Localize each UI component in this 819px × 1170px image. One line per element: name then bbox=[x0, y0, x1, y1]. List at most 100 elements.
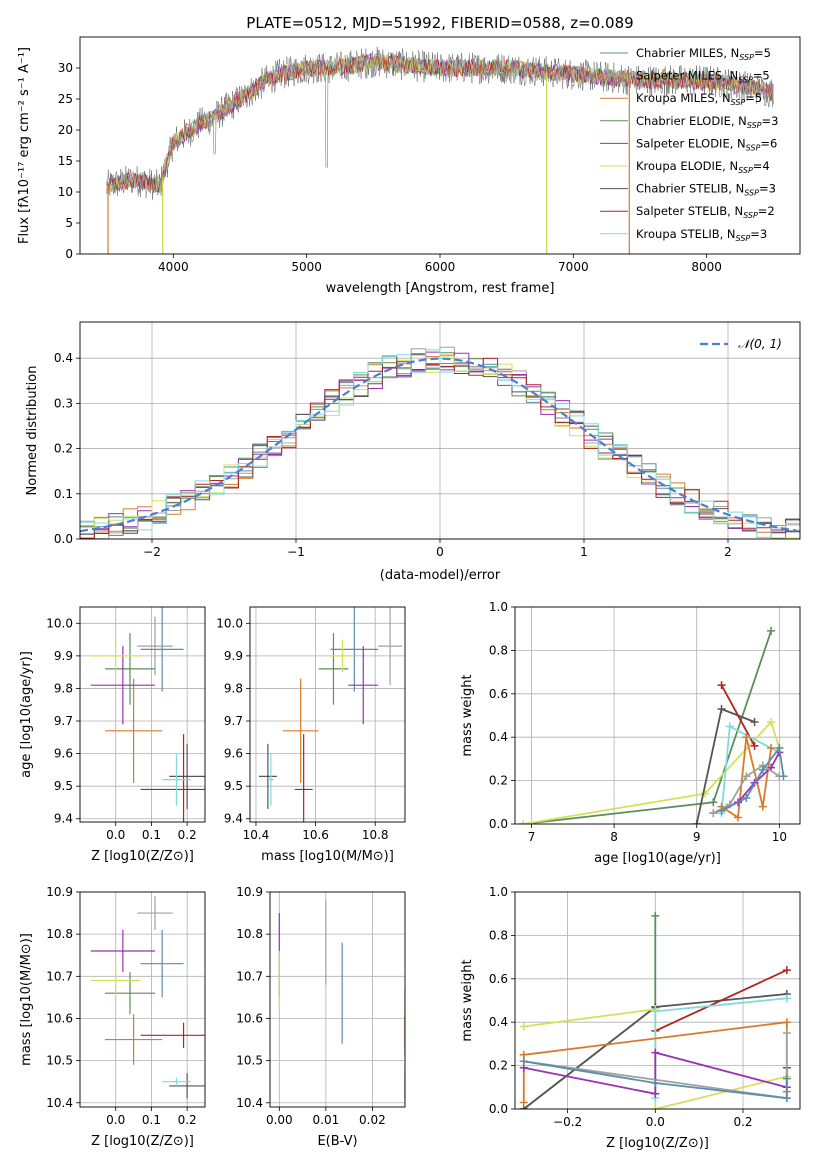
y-tick-label: 0.4 bbox=[489, 730, 508, 744]
data-point bbox=[105, 678, 163, 783]
y-tick-label: 1.0 bbox=[489, 600, 508, 614]
series-salpeter-elodie bbox=[519, 1048, 791, 1098]
x-tick-label: 0 bbox=[436, 545, 444, 559]
y-tick-label: 0 bbox=[65, 247, 73, 261]
y-tick-label: 9.8 bbox=[54, 681, 73, 695]
data-point bbox=[140, 734, 205, 822]
y-tick-label: 9.6 bbox=[224, 747, 243, 761]
y-tick-label: 0.0 bbox=[54, 532, 73, 546]
data-point bbox=[294, 734, 313, 822]
x-tick-label: 0.1 bbox=[142, 828, 161, 842]
legend-label-sub: SSP bbox=[739, 53, 754, 62]
x-tick-label: 0.00 bbox=[266, 1113, 293, 1127]
data-point bbox=[137, 616, 173, 676]
legend-label-name: Kroupa ELODIE, N bbox=[636, 159, 738, 173]
data-point bbox=[140, 1022, 205, 1048]
series-kroupa-stelib bbox=[651, 994, 791, 1103]
point-marker bbox=[779, 772, 788, 781]
point-marker bbox=[767, 718, 776, 727]
y-tick-label: 10.0 bbox=[216, 616, 243, 630]
data-point bbox=[90, 639, 141, 673]
z-vs-mass-weight-panel: −0.2 0.0 0.2 0.0 0.2 0.4 0.6 0.8 1.0 Z [log10(Z/Z… bbox=[460, 885, 801, 1151]
y-tick-label: 25 bbox=[58, 92, 73, 106]
y-tick-label: 10 bbox=[58, 185, 73, 199]
x-tick-label: 6000 bbox=[425, 260, 456, 274]
legend-label-suffix: =6 bbox=[760, 136, 777, 150]
legend-label-suffix: =5 bbox=[754, 46, 771, 60]
y-tick-label: 9.6 bbox=[54, 747, 73, 761]
point-marker bbox=[742, 733, 751, 742]
series-chabrier-elodie bbox=[519, 626, 776, 824]
x-tick-label: 10.8 bbox=[362, 828, 389, 842]
legend-label-sub: SSP bbox=[731, 98, 746, 107]
x-tick-label: −2 bbox=[143, 545, 161, 559]
point-marker bbox=[767, 626, 776, 635]
legend-label-suffix: =4 bbox=[753, 159, 770, 173]
data-point bbox=[318, 633, 349, 705]
data-point bbox=[258, 743, 277, 809]
y-tick-label: 0.3 bbox=[54, 396, 73, 410]
legend-label-sub: SSP bbox=[738, 76, 753, 85]
legend-label: Salpeter ELODIE, NSSP=6 bbox=[636, 136, 777, 152]
point-marker bbox=[519, 820, 528, 824]
x-tick-label: 1 bbox=[580, 545, 588, 559]
point-marker bbox=[709, 809, 718, 818]
axes-frame bbox=[269, 891, 406, 1108]
y-axis-label: Flux [fλ10⁻¹⁷ erg cm⁻² s⁻¹ A⁻¹] bbox=[17, 47, 32, 244]
data-point bbox=[162, 753, 191, 806]
x-tick-label: 0.2 bbox=[178, 828, 197, 842]
legend-label: Kroupa STELIB, NSSP=3 bbox=[636, 227, 767, 243]
legend-label: Kroupa ELODIE, NSSP=4 bbox=[636, 159, 770, 175]
legend-label-suffix: =5 bbox=[745, 91, 762, 105]
legend-label-name: Kroupa STELIB, N bbox=[636, 227, 736, 241]
legend-label-suffix: =3 bbox=[759, 182, 776, 196]
y-tick-label: 10.7 bbox=[236, 969, 263, 983]
y-tick-label: 10.5 bbox=[236, 1054, 263, 1068]
series-line bbox=[523, 1060, 788, 1100]
x-tick-label: 7 bbox=[528, 830, 536, 844]
legend-label: 𝒩(0, 1) bbox=[738, 337, 782, 351]
y-tick-label: 0.8 bbox=[489, 643, 508, 657]
point-marker bbox=[692, 820, 701, 824]
legend-label-name: Chabrier STELIB, N bbox=[636, 182, 744, 196]
axes-frame bbox=[249, 606, 406, 823]
y-tick-label: 0.2 bbox=[489, 774, 508, 788]
y-tick-label: 10.9 bbox=[236, 885, 263, 899]
y-tick-label: 10.7 bbox=[46, 969, 73, 983]
y-tick-label: 0.4 bbox=[489, 1015, 508, 1029]
y-tick-label: 0.4 bbox=[54, 351, 73, 365]
legend-label: Salpeter MILES, NSSP=5 bbox=[636, 69, 770, 85]
y-tick-label: 10.8 bbox=[236, 927, 263, 941]
x-axis-label: mass [log10(M/M⊙)] bbox=[261, 849, 394, 864]
data-point bbox=[90, 646, 155, 725]
age-vs-mass-weight-panel: 7 8 9 10 0.0 0.2 0.4 0.6 0.8 1.0 age [log10(age/yr… bbox=[460, 600, 801, 866]
plot-area bbox=[519, 626, 788, 824]
x-tick-label: 8 bbox=[610, 830, 618, 844]
data-point bbox=[90, 963, 141, 998]
x-tick-label: 10.6 bbox=[302, 828, 329, 842]
point-marker bbox=[758, 765, 767, 774]
plot-area bbox=[258, 607, 403, 822]
y-tick-label: 10.6 bbox=[236, 1011, 263, 1025]
x-tick-label: 8000 bbox=[691, 260, 722, 274]
x-tick-label: 0.0 bbox=[106, 1113, 125, 1127]
axes-frame bbox=[514, 891, 801, 1110]
y-tick-label: 10.8 bbox=[46, 927, 73, 941]
histogram-step bbox=[80, 349, 800, 538]
y-tick-label: 10.6 bbox=[46, 1011, 73, 1025]
point-marker bbox=[775, 744, 784, 753]
axes-frame bbox=[79, 606, 206, 823]
x-tick-label: 0.0 bbox=[106, 828, 125, 842]
point-marker bbox=[725, 722, 734, 731]
data-point bbox=[105, 1014, 163, 1065]
point-marker bbox=[709, 798, 718, 807]
y-axis-label: Normed distribution bbox=[25, 366, 40, 496]
normal-reference-curve bbox=[80, 357, 798, 533]
residual-histogram-panel: −2 −1 0 1 2 0.0 0.1 0.2 0.3 0.4 (data-model)/error… bbox=[25, 321, 801, 583]
legend-label-suffix: =3 bbox=[762, 114, 779, 128]
legend-label-sub: SSP bbox=[738, 166, 753, 175]
point-marker bbox=[758, 802, 767, 811]
x-tick-label: 5000 bbox=[291, 260, 322, 274]
point-marker bbox=[750, 718, 759, 727]
